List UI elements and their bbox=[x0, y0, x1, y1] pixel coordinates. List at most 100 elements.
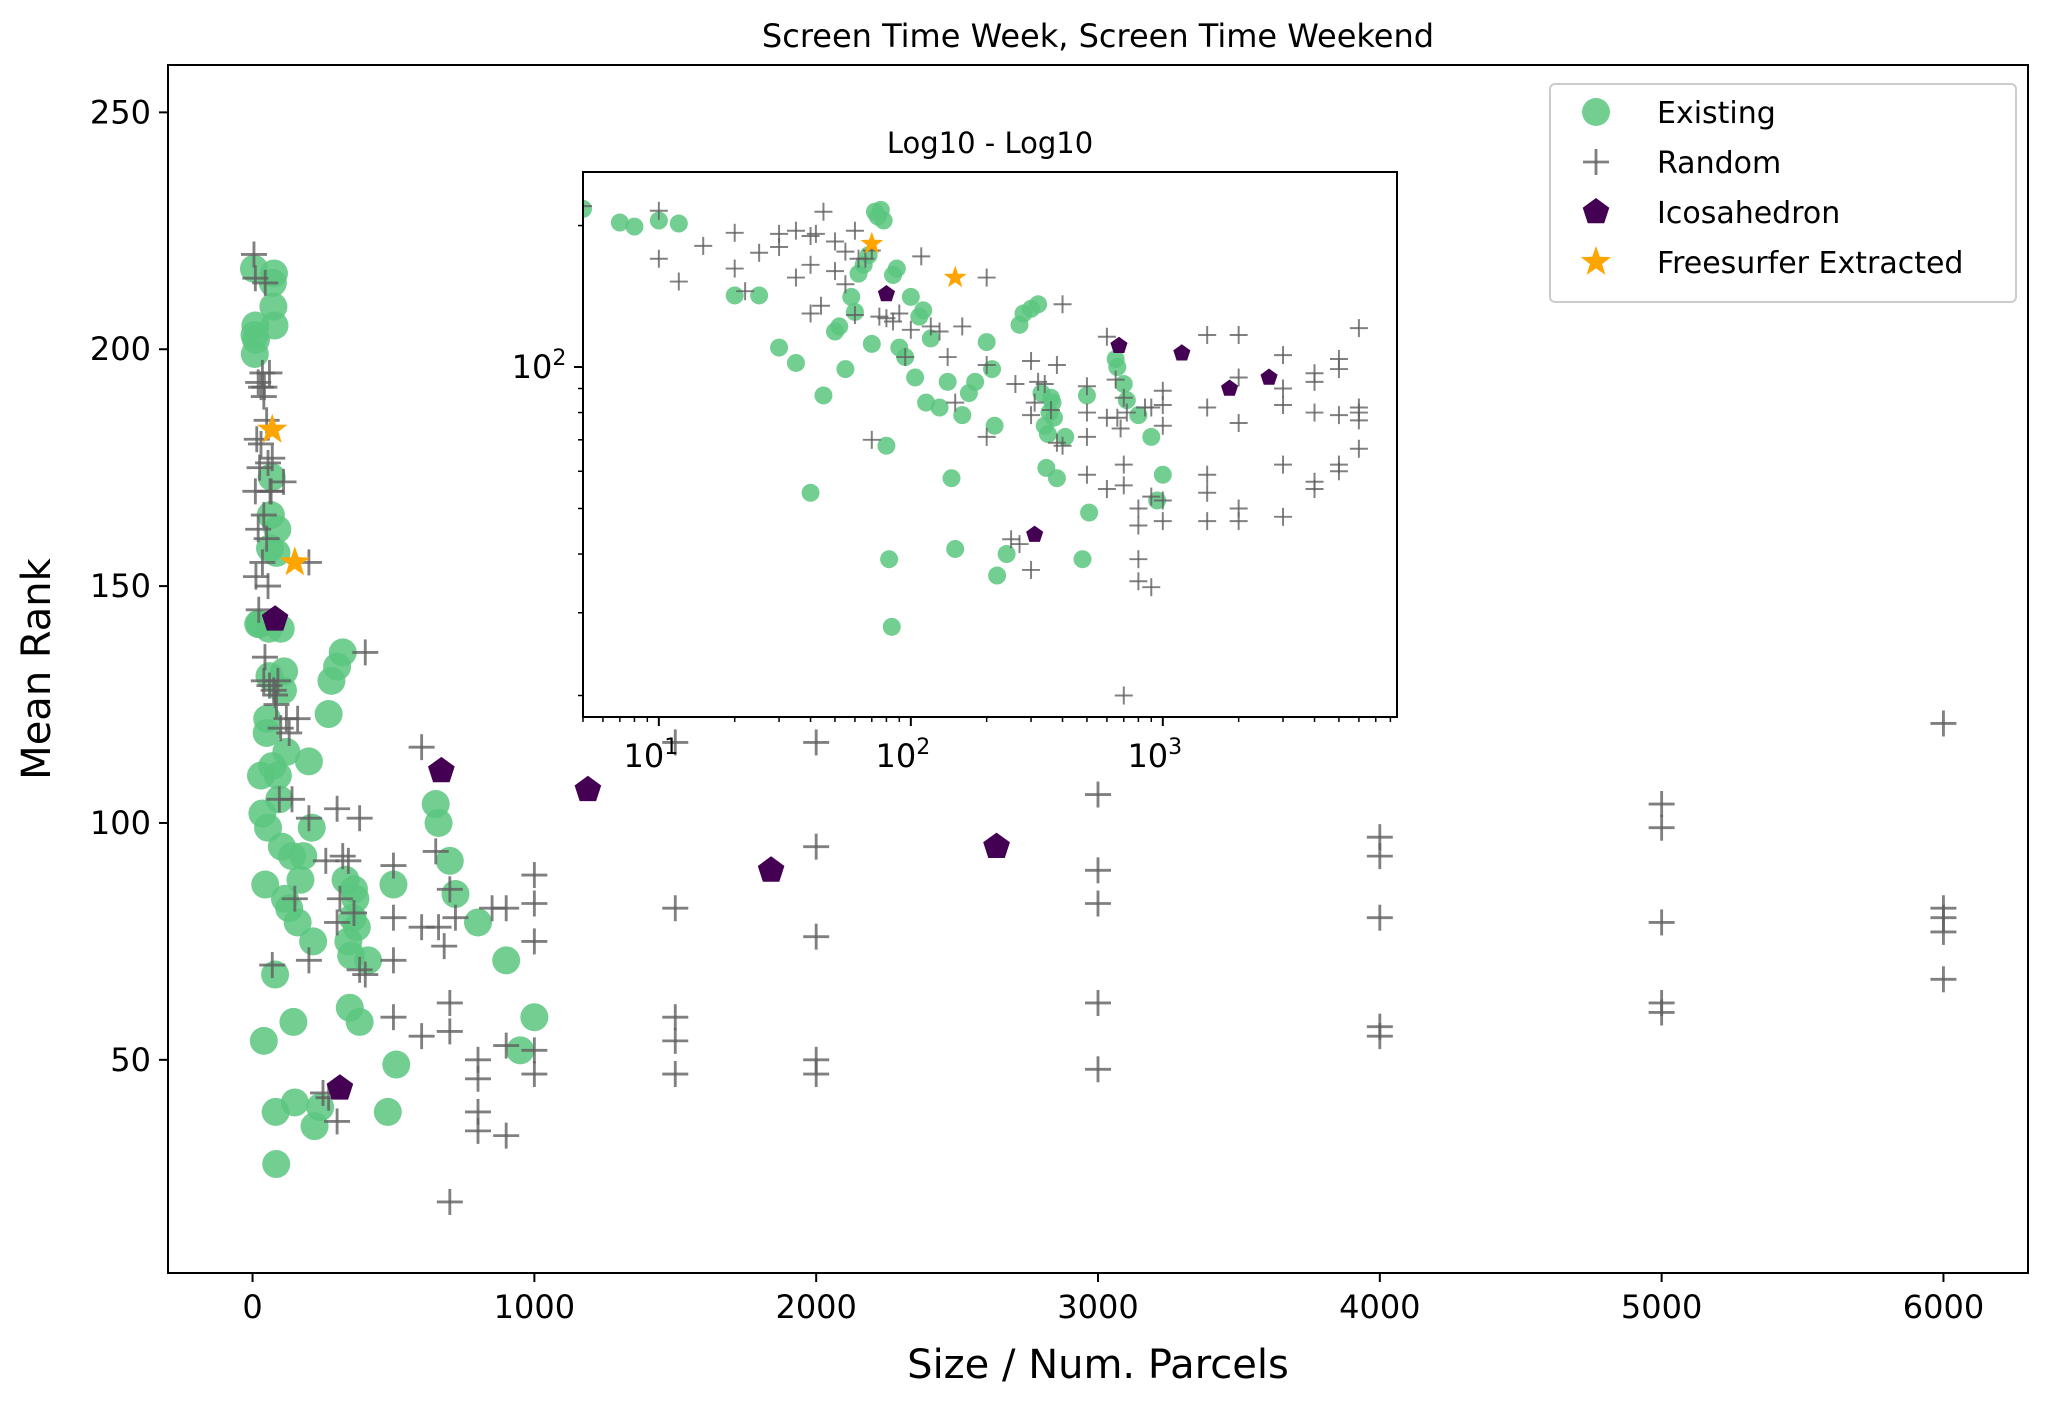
data-point bbox=[521, 890, 548, 917]
data-point bbox=[326, 1074, 354, 1100]
x-axis-label: Size / Num. Parcels bbox=[907, 1342, 1289, 1388]
data-point bbox=[506, 1036, 535, 1065]
data-point bbox=[379, 870, 408, 899]
inset-data-point bbox=[801, 255, 820, 274]
legend-frame bbox=[1549, 83, 2017, 303]
y-tick-label: 150 bbox=[90, 567, 151, 605]
legend-item-random: Random bbox=[1583, 146, 1781, 181]
y-tick-label: 200 bbox=[90, 330, 151, 368]
inset-data-point bbox=[1198, 483, 1217, 502]
inset-data-point bbox=[669, 272, 688, 291]
main-plot-points bbox=[239, 241, 1957, 1215]
data-point bbox=[279, 1007, 308, 1036]
inset-data-point bbox=[842, 287, 861, 306]
data-point bbox=[424, 808, 453, 837]
inset-data-point bbox=[1022, 560, 1041, 579]
inset-data-point bbox=[1153, 465, 1172, 484]
inset-data-point bbox=[1042, 401, 1061, 420]
data-point bbox=[1648, 814, 1675, 841]
inset-data-point bbox=[953, 317, 972, 336]
inset-data-point bbox=[836, 275, 855, 294]
data-point bbox=[249, 1026, 278, 1055]
inset-data-point bbox=[887, 259, 906, 278]
series-icosahedron bbox=[261, 605, 1010, 1100]
data-point bbox=[259, 445, 286, 472]
inset-data-point bbox=[862, 334, 881, 353]
inset-data-point bbox=[770, 338, 789, 357]
data-point bbox=[286, 865, 315, 894]
y-tick-label: 250 bbox=[90, 93, 151, 131]
data-point bbox=[1648, 909, 1675, 936]
data-point bbox=[354, 946, 383, 975]
data-point bbox=[253, 704, 282, 733]
data-point bbox=[1085, 1056, 1111, 1083]
data-point bbox=[263, 691, 290, 718]
inset-data-point bbox=[725, 259, 744, 278]
inset-data-point bbox=[649, 201, 668, 220]
inset-data-point bbox=[649, 211, 668, 230]
data-point bbox=[431, 933, 458, 960]
inset-data-point bbox=[1080, 503, 1099, 522]
inset-data-point bbox=[1035, 375, 1054, 394]
inset-data-point bbox=[914, 301, 933, 320]
inset-data-point bbox=[750, 286, 769, 305]
data-point bbox=[436, 876, 463, 903]
data-point bbox=[662, 729, 689, 756]
inset-data-point bbox=[1142, 398, 1161, 417]
data-point bbox=[1648, 791, 1675, 818]
data-point bbox=[259, 259, 288, 288]
inset-data-point bbox=[882, 617, 901, 636]
data-point bbox=[314, 700, 343, 729]
data-point bbox=[1085, 890, 1111, 917]
inset-data-point bbox=[860, 231, 884, 254]
data-point bbox=[1930, 710, 1957, 737]
inset-data-point bbox=[836, 242, 855, 261]
inset-x-tick-label: 103 bbox=[1127, 735, 1182, 775]
data-point bbox=[441, 880, 470, 909]
data-point bbox=[1930, 918, 1957, 945]
inset-data-point bbox=[845, 221, 864, 240]
data-point bbox=[373, 1097, 402, 1126]
tick-base: 10 bbox=[623, 737, 664, 775]
inset-y-tick-label: 102 bbox=[512, 346, 567, 386]
inset-data-point bbox=[988, 566, 1007, 585]
y-axis-label: Mean Rank bbox=[14, 557, 60, 779]
data-point bbox=[662, 895, 689, 922]
data-point bbox=[284, 705, 311, 732]
data-point bbox=[1366, 843, 1393, 870]
inset-data-point bbox=[1198, 325, 1217, 344]
inset-data-point bbox=[1073, 550, 1092, 569]
inset-data-point bbox=[966, 372, 985, 391]
data-point bbox=[341, 884, 370, 913]
inset-data-point bbox=[806, 224, 825, 243]
data-point bbox=[335, 847, 362, 874]
inset-data-point bbox=[1077, 427, 1096, 446]
inset-data-point bbox=[750, 243, 769, 262]
inset-data-point bbox=[1114, 686, 1133, 705]
data-point bbox=[240, 241, 267, 268]
inset-data-point bbox=[930, 322, 949, 341]
data-point bbox=[270, 468, 297, 495]
series-freesurfer-extracted bbox=[257, 413, 310, 576]
inset-title: Log10 - Log10 bbox=[887, 126, 1093, 160]
inset-data-point bbox=[877, 436, 896, 455]
data-point bbox=[260, 311, 289, 340]
inset-data-point bbox=[1173, 344, 1191, 361]
series-random bbox=[240, 241, 1957, 1215]
inset-data-point bbox=[1229, 512, 1248, 531]
inset-data-point bbox=[725, 223, 744, 242]
inset-data-point bbox=[977, 427, 996, 446]
inset-data-point bbox=[901, 320, 920, 339]
x-tick-label: 4000 bbox=[1339, 1288, 1420, 1326]
data-point bbox=[493, 1122, 520, 1149]
legend-item-existing: Existing bbox=[1582, 96, 1776, 131]
legend: Existing Random Icosahedron Freesurfer Extr… bbox=[1549, 83, 2017, 303]
data-point bbox=[1085, 781, 1111, 808]
data-point bbox=[252, 269, 279, 296]
inset-series-random bbox=[583, 197, 1368, 705]
inset-data-point bbox=[1056, 427, 1075, 446]
data-point bbox=[662, 1027, 689, 1054]
legend-marker-circle-icon bbox=[1582, 98, 1610, 126]
inset-x-tick-label: 102 bbox=[875, 735, 930, 775]
